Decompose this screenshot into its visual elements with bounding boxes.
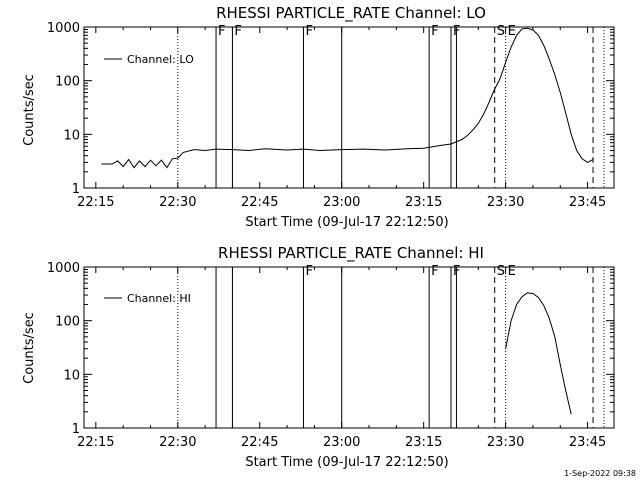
x-tick-label: 23:30	[487, 195, 524, 210]
x-tick-label: 23:15	[405, 195, 442, 210]
x-tick-label: 22:45	[241, 195, 278, 210]
event-marker-label: F	[431, 24, 438, 39]
event-marker-label: S	[497, 264, 505, 279]
event-marker-label: E	[508, 264, 516, 279]
y-tick-label: 10	[63, 128, 80, 143]
y-axis-label: Counts/sec	[22, 74, 37, 146]
legend-label: Channel: HI	[127, 292, 191, 305]
y-axis-label: Counts/sec	[22, 312, 37, 384]
legend-label: Channel: LO	[127, 53, 194, 66]
x-tick-label: 22:15	[77, 435, 114, 450]
y-tick-label: 100	[55, 315, 80, 330]
x-tick-label: 22:30	[159, 195, 196, 210]
x-tick-label: 22:30	[159, 435, 196, 450]
event-marker-label: F	[305, 24, 312, 39]
event-marker-label: F	[234, 24, 241, 39]
x-tick-label: 23:45	[569, 195, 606, 210]
plot-frame	[83, 26, 615, 189]
event-marker-label: S	[497, 24, 505, 39]
y-tick-label: 1000	[47, 21, 80, 36]
y-tick-label: 1	[72, 182, 80, 197]
x-tick-label: 22:15	[77, 195, 114, 210]
x-axis-label: Start Time (09-Jul-17 22:12:50)	[245, 215, 448, 230]
y-tick-label: 100	[55, 75, 80, 90]
panel-hi: RHESSI PARTICLE_RATE Channel: HI Start T…	[22, 244, 615, 470]
x-axis-label: Start Time (09-Jul-17 22:12:50)	[245, 455, 448, 470]
plot-frame	[83, 266, 615, 429]
chart-title: RHESSI PARTICLE_RATE Channel: HI	[218, 244, 484, 263]
x-tick-label: 23:00	[323, 195, 360, 210]
chart-title: RHESSI PARTICLE_RATE Channel: LO	[216, 4, 486, 23]
series-line	[101, 27, 594, 169]
x-tick-label: 23:15	[405, 435, 442, 450]
x-tick-label: 23:45	[569, 435, 606, 450]
event-marker-label: F	[431, 264, 438, 279]
panel-lo: RHESSI PARTICLE_RATE Channel: LO Start T…	[22, 4, 615, 230]
timestamp: 1-Sep-2022 09:38	[564, 469, 636, 478]
event-marker-label: F	[218, 24, 225, 39]
x-tick-label: 22:45	[241, 435, 278, 450]
y-tick-label: 1000	[47, 261, 80, 276]
y-tick-label: 10	[63, 368, 80, 383]
event-marker-label: F	[305, 264, 312, 279]
event-marker-label: E	[508, 24, 516, 39]
y-tick-label: 1	[72, 422, 80, 437]
x-tick-label: 23:00	[323, 435, 360, 450]
series-line	[505, 292, 572, 415]
x-tick-label: 23:30	[487, 435, 524, 450]
